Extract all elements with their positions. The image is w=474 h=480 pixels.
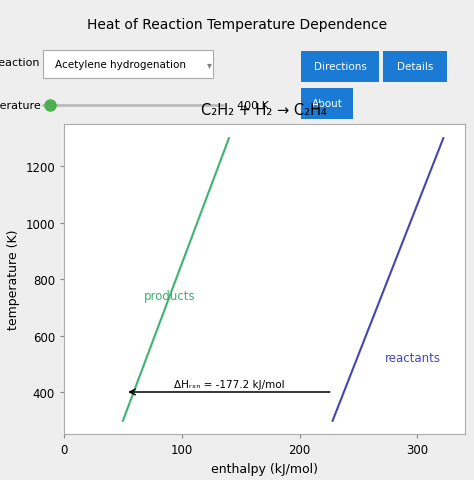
FancyBboxPatch shape <box>43 51 213 79</box>
Text: Heat of Reaction Temperature Dependence: Heat of Reaction Temperature Dependence <box>87 18 387 32</box>
X-axis label: enthalpy (kJ/mol): enthalpy (kJ/mol) <box>211 462 318 475</box>
FancyBboxPatch shape <box>301 89 353 120</box>
Text: About: About <box>311 99 343 109</box>
Text: Reaction: Reaction <box>0 58 40 68</box>
Text: Acetylene hydrogenation: Acetylene hydrogenation <box>55 60 185 70</box>
Title: C₂H₂ + H₂ → C₂H₄: C₂H₂ + H₂ → C₂H₄ <box>201 103 327 118</box>
Text: Details: Details <box>397 62 433 72</box>
Text: Directions: Directions <box>314 62 366 72</box>
Text: Temperature: Temperature <box>0 100 40 110</box>
FancyBboxPatch shape <box>301 52 379 83</box>
Text: products: products <box>144 289 196 302</box>
Text: ▾: ▾ <box>207 60 212 70</box>
Text: 400 K: 400 K <box>237 100 269 110</box>
Text: ΔHᵣₓₙ = -177.2 kJ/mol: ΔHᵣₓₙ = -177.2 kJ/mol <box>173 379 284 389</box>
Y-axis label: temperature (K): temperature (K) <box>7 229 19 330</box>
Text: reactants: reactants <box>384 351 440 364</box>
FancyBboxPatch shape <box>383 52 447 83</box>
